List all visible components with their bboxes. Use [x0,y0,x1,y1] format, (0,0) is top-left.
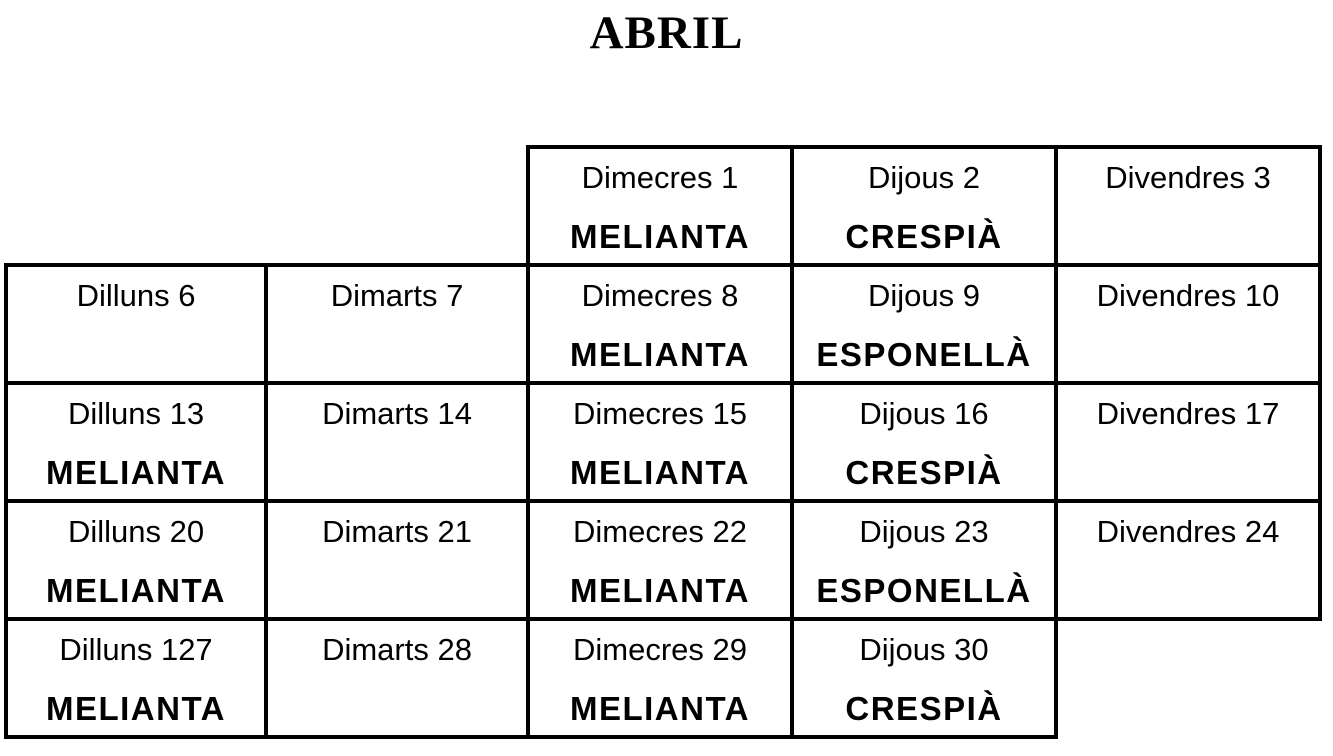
calendar-row: Dimecres 1 MELIANTA Dijous 2 CRESPIÀ Divendr… [6,145,1323,267]
town-label: CRESPIÀ [845,218,1003,255]
day-label: Dilluns 20 [67,514,205,549]
empty-region [1055,619,1320,737]
day-label: Dimarts 21 [322,514,472,549]
town-label: MELIANTA [45,572,227,609]
april-calendar-table: Dimecres 1 MELIANTA Dijous 2 CRESPIÀ Divendr… [3,145,1323,739]
day-label: Dimecres 15 [573,396,747,431]
day-label: Dilluns 6 [76,278,196,313]
empty-region [266,147,529,265]
calendar-cell: Dimecres 15 MELIANTA [526,381,794,503]
day-label: Divendres 17 [1096,396,1280,431]
calendar-body: Dimecres 1 MELIANTA Dijous 2 CRESPIÀ Divendr… [3,145,1323,739]
town-label: MELIANTA [569,218,751,255]
day-label: Dijous 2 [867,160,980,195]
calendar-cell: Dilluns 127 MELIANTA [3,617,269,739]
calendar-cell: Dimarts 28 [264,617,531,739]
town-label: MELIANTA [569,690,751,727]
calendar-cell: Dijous 9 ESPONELLÀ [790,263,1058,385]
town-label: ESPONELLÀ [816,572,1032,609]
town-label: ESPONELLÀ [816,336,1032,373]
calendar-cell: Divendres 10 [1053,263,1323,385]
calendar-cell: Divendres 3 [1053,145,1323,267]
day-label: Dimecres 1 [581,160,739,195]
town-label: MELIANTA [45,690,227,727]
day-label: Dilluns 13 [67,396,205,431]
day-label: Divendres 10 [1096,278,1280,313]
town-label: MELIANTA [45,454,227,491]
calendar-cell: Dijous 23 ESPONELLÀ [790,499,1058,621]
calendar-cell: Divendres 17 [1053,381,1323,503]
town-label: MELIANTA [569,336,751,373]
day-label: Divendres 24 [1096,514,1280,549]
calendar-cell: Dimecres 8 MELIANTA [526,263,794,385]
calendar-cell: Dilluns 13 MELIANTA [3,381,269,503]
calendar-cell: Dilluns 6 [3,263,269,385]
day-label: Dimecres 29 [573,632,747,667]
town-label: MELIANTA [569,454,751,491]
day-label: Dimarts 7 [330,278,464,313]
day-label: Dijous 16 [859,396,989,431]
calendar-cell: Dimecres 29 MELIANTA [526,617,794,739]
day-label: Dilluns 127 [59,632,213,667]
calendar-cell: Dijous 2 CRESPIÀ [790,145,1058,267]
day-label: Dimarts 14 [322,396,472,431]
day-label: Dimecres 8 [581,278,739,313]
calendar-cell: Dijous 30 CRESPIÀ [790,617,1058,739]
calendar-cell: Dimecres 22 MELIANTA [526,499,794,621]
calendar-cell: Dimarts 7 [264,263,531,385]
town-label: CRESPIÀ [845,690,1003,727]
town-label: CRESPIÀ [845,454,1003,491]
calendar-cell: Divendres 24 [1053,499,1323,621]
calendar-cell: Dijous 16 CRESPIÀ [790,381,1058,503]
calendar-cell: Dimarts 21 [264,499,531,621]
town-label: MELIANTA [569,572,751,609]
calendar-row: Dilluns 6 Dimarts 7 Dimecres 8 MELIANTA Dijo… [3,263,1323,385]
page-title: ABRIL [589,7,744,59]
calendar-cell: Dilluns 20 MELIANTA [3,499,269,621]
day-label: Dimarts 28 [322,632,472,667]
empty-region [6,147,267,265]
calendar-row: Dilluns 20 MELIANTA Dimarts 21 Dimecres 22 M… [3,499,1323,621]
calendar-cell: Dimarts 14 [264,381,531,503]
calendar-row: Dilluns 13 MELIANTA Dimarts 14 Dimecres 15 M… [3,381,1323,503]
day-label: Dijous 9 [867,278,980,313]
calendar-row: Dilluns 127 MELIANTA Dimarts 28 Dimecres 29… [3,617,1320,739]
day-label: Divendres 3 [1105,160,1271,195]
day-label: Dijous 30 [859,632,989,667]
day-label: Dijous 23 [859,514,989,549]
calendar-cell: Dimecres 1 MELIANTA [526,145,794,267]
day-label: Dimecres 22 [573,514,747,549]
